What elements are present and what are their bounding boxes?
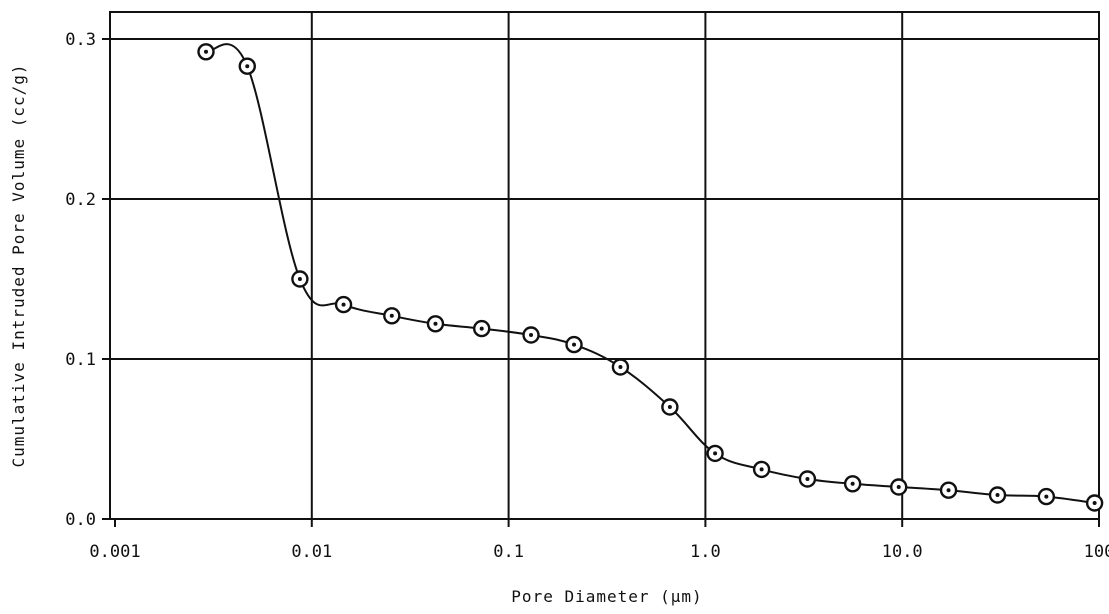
data-point-12: [752, 460, 771, 479]
data-point-18: [1037, 487, 1056, 506]
x-tick-label-3: 1.0: [690, 542, 721, 562]
data-point-2: [291, 270, 309, 288]
data-point-dot-3: [341, 302, 346, 307]
x-axis-title: Pore Diameter (µm): [511, 587, 702, 606]
data-point-dot-15: [896, 485, 901, 489]
x-tick-label-1: 0.01: [291, 542, 332, 562]
y-tick-label-1: 0.1: [65, 350, 96, 370]
data-point-0: [197, 43, 215, 61]
series-line: [205, 43, 1095, 504]
data-point-dot-11: [713, 451, 718, 456]
data-point-dot-1: [245, 64, 250, 69]
data-point-dot-10: [667, 405, 672, 409]
data-point-dot-17: [995, 493, 1000, 497]
data-point-5: [426, 315, 445, 333]
data-point-17: [988, 486, 1007, 504]
y-tick-label-3: 0.3: [65, 30, 96, 50]
data-point-10: [661, 398, 679, 416]
data-point-dot-14: [850, 481, 855, 486]
data-point-16: [939, 481, 958, 499]
grid-lines: [102, 12, 1100, 527]
data-point-19: [1085, 494, 1104, 512]
data-point-dot-16: [946, 488, 951, 493]
data-point-dot-7: [529, 333, 534, 337]
x-tick-label-5: 100: [1084, 542, 1109, 562]
data-point-11: [706, 444, 724, 463]
y-axis-title: Cumulative Intruded Pore Volume (cc/g): [9, 63, 28, 467]
data-point-dot-4: [389, 313, 394, 318]
series-cumulative-volume: [197, 43, 1104, 512]
data-point-13: [798, 470, 817, 488]
data-point-14: [843, 475, 862, 493]
data-point-6: [473, 319, 491, 338]
data-point-dot-12: [759, 467, 764, 472]
data-point-9: [611, 358, 630, 376]
x-tick-label-4: 10.0: [882, 542, 923, 562]
data-point-dot-0: [203, 49, 208, 54]
data-point-8: [565, 335, 583, 354]
data-point-7: [522, 326, 540, 344]
data-point-1: [238, 57, 256, 75]
data-point-dot-6: [479, 326, 484, 331]
data-point-4: [383, 307, 401, 325]
x-tick-label-2: 0.1: [493, 542, 524, 562]
data-point-dot-13: [805, 477, 810, 481]
data-point-dot-18: [1044, 494, 1049, 499]
data-point-dot-2: [297, 277, 302, 281]
data-point-dot-9: [618, 365, 623, 369]
data-point-dot-19: [1092, 501, 1097, 505]
data-point-3: [334, 295, 353, 314]
tick-labels: 0.001 0.01 0.1 1.0 10.0 100 0.0 0.1 0.2 0.3: [65, 30, 1109, 562]
y-tick-label-0: 0.0: [65, 510, 96, 530]
data-point-15: [890, 478, 908, 496]
data-point-dot-5: [433, 321, 438, 326]
x-tick-label-0: 0.001: [89, 542, 140, 562]
data-point-dot-8: [572, 342, 577, 347]
plot-frame: [109, 11, 1100, 520]
y-tick-label-2: 0.2: [65, 190, 96, 210]
